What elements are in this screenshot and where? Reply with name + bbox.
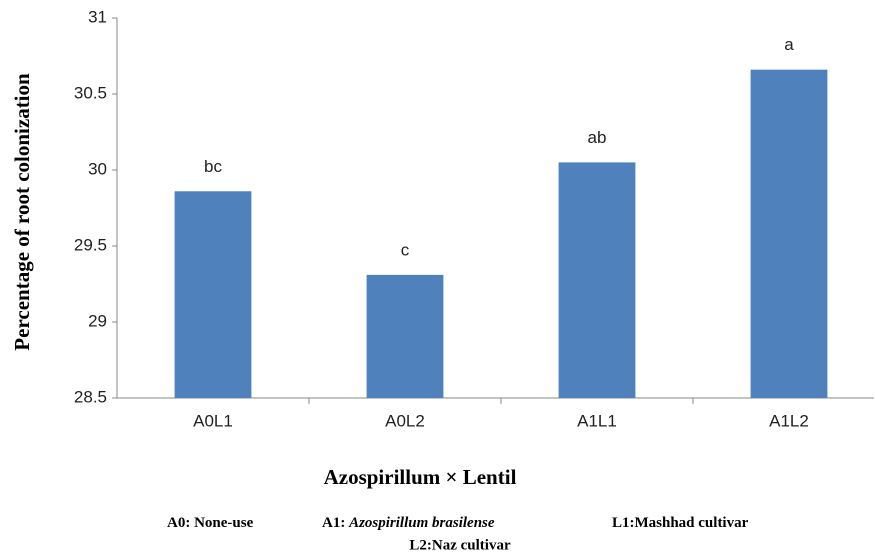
x-tick-label: A1L1 <box>577 411 617 430</box>
x-tick-label: A0L1 <box>193 411 233 430</box>
y-tick-label: 30 <box>88 159 107 178</box>
bar <box>366 274 444 398</box>
significance-letter: c <box>401 240 410 259</box>
bar <box>174 191 252 398</box>
x-tick-label: A0L2 <box>385 411 425 430</box>
y-tick-label: 29.5 <box>74 235 107 254</box>
y-tick-label: 29 <box>88 311 107 330</box>
significance-letter: ab <box>588 128 607 147</box>
significance-letter: a <box>784 35 794 54</box>
footnote: A0: None-use A1: Azospirillum brasilense… <box>167 515 749 531</box>
significance-letter: bc <box>204 157 222 176</box>
footnote-part: L1:Mashhad cultivar <box>612 515 749 531</box>
x-axis-label: Azospirillum × Lentil <box>324 465 517 489</box>
footnote-part: Azospirillum brasilense <box>348 515 495 531</box>
bar <box>558 162 636 398</box>
y-axis-label: Percentage of root colonization <box>10 73 34 351</box>
y-tick-label: 28.5 <box>74 387 107 406</box>
bar <box>750 69 828 399</box>
y-tick-label: 31 <box>88 7 107 26</box>
x-tick-label: A1L2 <box>769 411 809 430</box>
footnote-part: A0: None-use <box>167 515 254 531</box>
footnote-part: A1: <box>322 515 345 531</box>
footnote-part: L2:Naz cultivar <box>409 537 511 553</box>
y-tick-label: 30.5 <box>74 83 107 102</box>
